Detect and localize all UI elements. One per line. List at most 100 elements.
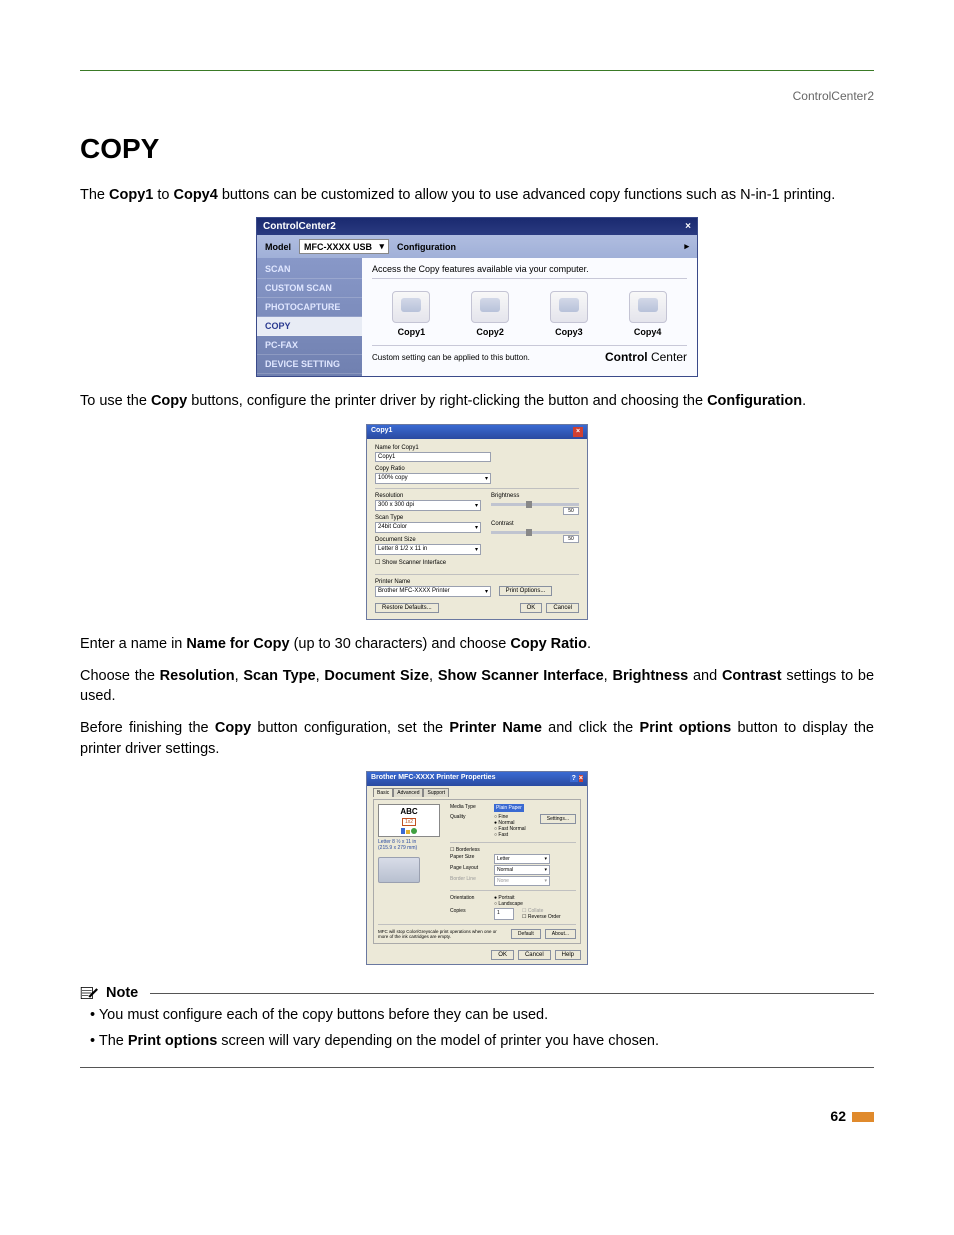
top-rule xyxy=(80,70,874,71)
copy2-button[interactable]: Copy2 xyxy=(471,291,509,337)
sidebar-item-scan[interactable]: SCAN xyxy=(257,260,362,279)
help-icon[interactable]: ? xyxy=(570,775,578,782)
sidebar-item-pc-fax[interactable]: PC-FAX xyxy=(257,336,362,355)
printer-icon xyxy=(378,857,420,883)
contrast-slider[interactable] xyxy=(491,531,579,534)
sidebar-item-device-setting[interactable]: DEVICE SETTING xyxy=(257,355,362,374)
copy4-button[interactable]: Copy4 xyxy=(629,291,667,337)
note-label: Note xyxy=(106,985,138,1001)
controlcenter-window: ControlCenter2 × Model MFC-XXXX USB▾ Con… xyxy=(256,217,698,377)
choose-settings-paragraph: Choose the Resolution, Scan Type, Docume… xyxy=(80,666,874,707)
config-paragraph: To use the Copy buttons, configure the p… xyxy=(80,391,874,411)
cancel-button[interactable]: Cancel xyxy=(518,950,551,960)
quality-label: Quality xyxy=(450,814,490,838)
model-label: Model xyxy=(265,242,291,252)
brightness-value[interactable]: 50 xyxy=(563,507,579,515)
brightness-slider[interactable] xyxy=(491,503,579,506)
copies-label: Copies xyxy=(450,908,490,920)
model-dropdown[interactable]: MFC-XXXX USB▾ xyxy=(299,239,389,254)
close-icon[interactable]: × xyxy=(573,427,583,437)
resolution-label: Resolution xyxy=(375,493,481,499)
quality-fast-radio[interactable]: ○ Fast xyxy=(494,832,526,838)
help-button[interactable]: Help xyxy=(555,950,581,960)
controlcenter-titlebar: ControlCenter2 × xyxy=(257,218,697,235)
controlcenter-title: ControlCenter2 xyxy=(263,221,336,232)
copy-icon xyxy=(629,291,667,323)
tab-advanced[interactable]: Advanced xyxy=(393,788,423,797)
copy-ratio-dropdown[interactable]: 100% copy▾ xyxy=(375,473,491,484)
copy3-button[interactable]: Copy3 xyxy=(550,291,588,337)
contrast-label: Contrast xyxy=(491,521,579,527)
document-size-dropdown[interactable]: Letter 8 1/2 x 11 in▾ xyxy=(375,544,481,555)
document-size-label: Document Size xyxy=(375,537,481,543)
page-tab-icon xyxy=(852,1112,874,1122)
paper-size-label: Paper Size xyxy=(450,854,490,864)
page-number: 62 xyxy=(80,1108,874,1124)
configuration-button[interactable]: Configuration xyxy=(397,242,456,252)
default-button[interactable]: Default xyxy=(511,929,541,939)
copy-icon xyxy=(471,291,509,323)
borderless-checkbox[interactable]: ☐ Borderless xyxy=(450,847,576,853)
copies-stepper[interactable]: 1 xyxy=(494,908,514,920)
show-scanner-checkbox[interactable]: ☐ Show Scanner Interface xyxy=(375,559,481,566)
name-for-copy-label: Name for Copy1 xyxy=(375,445,579,451)
border-line-label: Border Line xyxy=(450,876,490,886)
print-options-button[interactable]: Print Options... xyxy=(499,586,553,596)
pen-icon xyxy=(80,985,100,1001)
page-layout-dropdown[interactable]: Normal▾ xyxy=(494,865,550,875)
preview-size-2: (215.9 x 279 mm) xyxy=(378,845,440,851)
brightness-label: Brightness xyxy=(491,493,579,499)
page-root: ControlCenter2 COPY The Copy1 to Copy4 b… xyxy=(0,0,954,1184)
copy1-dialog: Copy1× Name for Copy1 Copy1 Copy Ratio 1… xyxy=(366,424,588,620)
printer-properties-titlebar: Brother MFC-XXXX Printer Properties ?× xyxy=(367,772,587,786)
sidebar: SCAN CUSTOM SCAN PHOTOCAPTURE COPY PC-FA… xyxy=(257,258,362,376)
sidebar-item-copy[interactable]: COPY xyxy=(257,317,362,336)
tab-row: BasicAdvancedSupport xyxy=(373,790,581,796)
sidebar-item-photocapture[interactable]: PHOTOCAPTURE xyxy=(257,298,362,317)
copy-icon xyxy=(550,291,588,323)
printer-warning-text: MFC will stop Color/Greyscale print oper… xyxy=(378,929,507,939)
copy-icon xyxy=(392,291,430,323)
note-item-2: • The Print options screen will vary dep… xyxy=(90,1031,874,1053)
scan-type-dropdown[interactable]: 24bit Color▾ xyxy=(375,522,481,533)
landscape-radio[interactable]: ○ Landscape xyxy=(494,901,523,907)
restore-defaults-button[interactable]: Restore Defaults... xyxy=(375,603,439,613)
controlcenter-logo: Control Center xyxy=(605,350,687,364)
settings-button[interactable]: Settings... xyxy=(540,814,576,824)
ok-button[interactable]: OK xyxy=(520,603,543,613)
scan-type-label: Scan Type xyxy=(375,515,481,521)
section-heading-copy: COPY xyxy=(80,133,874,165)
printer-name-dropdown[interactable]: Brother MFC-XXXX Printer▾ xyxy=(375,586,491,597)
cancel-button[interactable]: Cancel xyxy=(546,603,579,613)
printer-name-label: Printer Name xyxy=(375,579,579,585)
note-item-1: • You must configure each of the copy bu… xyxy=(90,1005,874,1027)
resolution-dropdown[interactable]: 300 x 300 dpi▾ xyxy=(375,500,481,511)
tab-support[interactable]: Support xyxy=(423,788,449,797)
media-type-label: Media Type xyxy=(450,804,490,812)
about-button[interactable]: About... xyxy=(545,929,576,939)
page-header-label: ControlCenter2 xyxy=(80,89,874,103)
section-description: Access the Copy features available via y… xyxy=(372,264,687,279)
copy1-button[interactable]: Copy1 xyxy=(392,291,430,337)
close-icon[interactable]: × xyxy=(579,775,583,782)
page-layout-label: Page Layout xyxy=(450,865,490,875)
copy1-dialog-titlebar: Copy1× xyxy=(367,425,587,439)
ok-button[interactable]: OK xyxy=(491,950,514,960)
paper-size-dropdown[interactable]: Letter▾ xyxy=(494,854,550,864)
reverse-order-checkbox[interactable]: ☐ Reverse Order xyxy=(522,914,561,920)
media-type-dropdown[interactable]: Plain Paper xyxy=(494,804,524,812)
chevron-down-icon: ▾ xyxy=(379,241,384,252)
copy-ratio-label: Copy Ratio xyxy=(375,466,579,472)
close-icon[interactable]: × xyxy=(685,221,691,232)
printer-properties-dialog: Brother MFC-XXXX Printer Properties ?× B… xyxy=(366,771,588,965)
sidebar-item-custom-scan[interactable]: CUSTOM SCAN xyxy=(257,279,362,298)
name-for-copy-input[interactable]: Copy1 xyxy=(375,452,491,462)
chevron-right-icon[interactable]: ▸ xyxy=(684,241,689,252)
finish-config-paragraph: Before finishing the Copy button configu… xyxy=(80,718,874,759)
orientation-label: Orientation xyxy=(450,895,490,907)
border-line-dropdown: None▾ xyxy=(494,876,550,886)
preview-icon: ABC 1x2 xyxy=(378,804,440,837)
tab-basic[interactable]: Basic xyxy=(373,788,393,797)
footnote-text: Custom setting can be applied to this bu… xyxy=(372,353,530,362)
contrast-value[interactable]: 50 xyxy=(563,535,579,543)
